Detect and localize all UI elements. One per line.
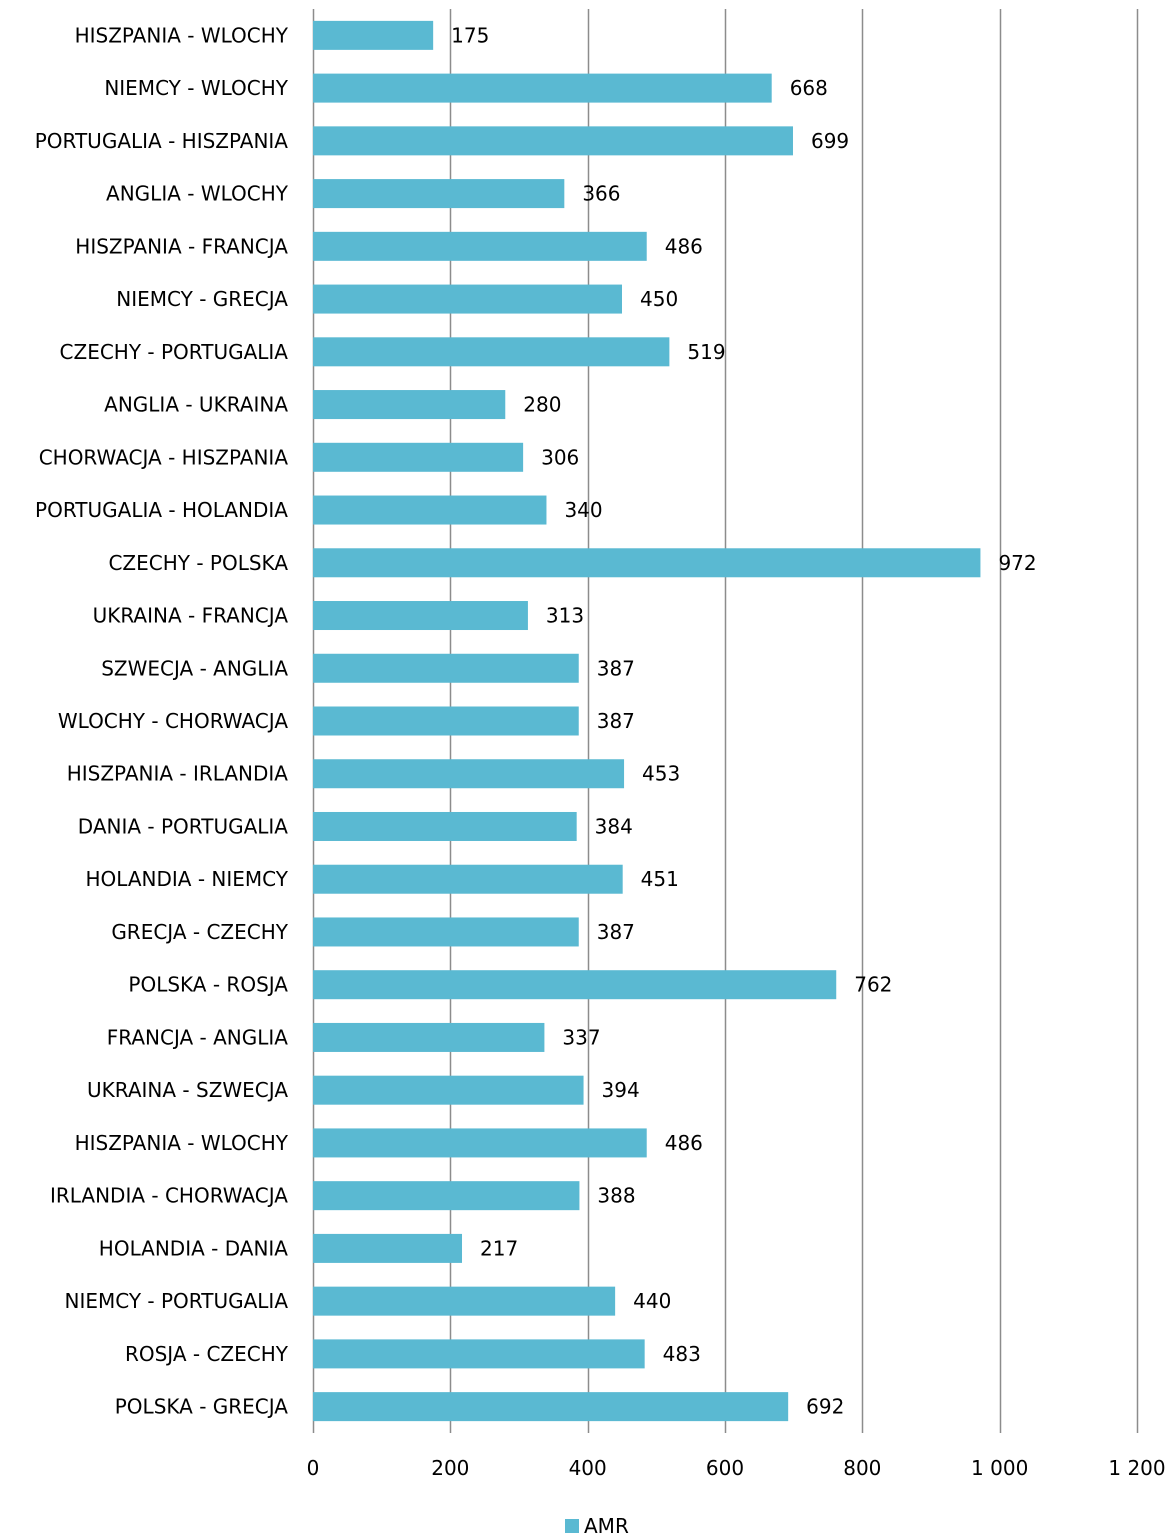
bar-21 <box>313 1075 584 1105</box>
value-label-15: 453 <box>642 762 680 786</box>
value-label-10: 340 <box>564 498 602 522</box>
category-label-2: NIEMCY - WLOCHY <box>104 76 288 100</box>
bar-3 <box>313 126 793 156</box>
category-label-15: HISZPANIA - IRLANDIA <box>67 762 289 786</box>
value-label-25: 440 <box>633 1289 671 1313</box>
bar-13 <box>313 653 579 683</box>
category-label-20: FRANCJA - ANGLIA <box>107 1025 289 1049</box>
bar-19 <box>313 970 837 1000</box>
value-label-2: 668 <box>790 76 828 100</box>
bar-8 <box>313 390 506 420</box>
value-label-5: 486 <box>665 234 703 258</box>
x-tick-label-1200: 1 200 <box>1108 1456 1165 1480</box>
bars <box>313 20 981 1422</box>
legend-swatch-amr <box>565 1519 579 1533</box>
value-label-19: 762 <box>854 973 892 997</box>
bar-25 <box>313 1286 616 1316</box>
category-label-6: NIEMCY - GRECJA <box>116 287 288 311</box>
bar-12 <box>313 601 528 631</box>
x-axis-tick-labels: 0 200 400 600 800 1 000 1 200 <box>307 1456 1166 1480</box>
value-label-7: 519 <box>687 340 725 364</box>
category-label-11: CZECHY - POLSKA <box>108 551 288 575</box>
category-label-16: DANIA - PORTUGALIA <box>78 814 289 838</box>
category-label-9: CHORWACJA - HISZPANIA <box>39 445 289 469</box>
bar-6 <box>313 284 622 314</box>
category-label-4: ANGLIA - WLOCHY <box>106 182 289 206</box>
value-label-9: 306 <box>541 445 579 469</box>
category-labels: HISZPANIA - WLOCHY NIEMCY - WLOCHY PORTUGA… <box>35 23 289 1418</box>
category-label-7: CZECHY - PORTUGALIA <box>60 340 289 364</box>
category-label-22: HISZPANIA - WLOCHY <box>75 1131 289 1155</box>
value-label-11: 972 <box>998 551 1036 575</box>
value-label-4: 366 <box>582 182 620 206</box>
bar-22 <box>313 1128 647 1158</box>
value-labels: 175 668 699 366 486 450 519 280 306 340 972 313 387 3… <box>451 23 1036 1418</box>
value-label-27: 692 <box>806 1395 844 1419</box>
bar-14 <box>313 706 579 736</box>
value-label-16: 384 <box>595 814 633 838</box>
category-label-14: WLOCHY - CHORWACJA <box>58 709 288 733</box>
value-label-17: 451 <box>641 867 679 891</box>
value-label-18: 387 <box>597 920 635 944</box>
category-label-12: UKRAINA - FRANCJA <box>93 604 289 628</box>
value-label-3: 699 <box>811 129 849 153</box>
x-tick-label-600: 600 <box>706 1456 744 1480</box>
bar-15 <box>313 759 625 789</box>
bar-24 <box>313 1233 463 1263</box>
bar-5 <box>313 231 647 261</box>
bar-7 <box>313 337 670 367</box>
x-tick-label-200: 200 <box>431 1456 469 1480</box>
category-label-13: SZWECJA - ANGLIA <box>101 656 288 680</box>
bar-23 <box>313 1181 580 1211</box>
category-label-25: NIEMCY - PORTUGALIA <box>64 1289 288 1313</box>
category-label-3: PORTUGALIA - HISZPANIA <box>35 129 289 153</box>
value-label-24: 217 <box>480 1236 518 1260</box>
bar-26 <box>313 1339 645 1369</box>
legend: AMR <box>565 1514 629 1538</box>
category-label-26: ROSJA - CZECHY <box>125 1342 289 1366</box>
value-label-13: 387 <box>597 656 635 680</box>
bar-27 <box>313 1392 789 1422</box>
category-label-5: HISZPANIA - FRANCJA <box>75 234 288 258</box>
bar-20 <box>313 1022 545 1052</box>
value-label-14: 387 <box>597 709 635 733</box>
value-label-26: 483 <box>663 1342 701 1366</box>
category-label-18: GRECJA - CZECHY <box>111 920 288 944</box>
category-label-1: HISZPANIA - WLOCHY <box>75 23 289 47</box>
x-tick-label-1000: 1 000 <box>971 1456 1028 1480</box>
bar-11 <box>313 548 981 578</box>
value-label-21: 394 <box>602 1078 640 1102</box>
category-label-21: UKRAINA - SZWECJA <box>87 1078 288 1102</box>
value-label-20: 337 <box>562 1025 600 1049</box>
value-label-23: 388 <box>597 1184 635 1208</box>
category-label-23: IRLANDIA - CHORWACJA <box>50 1184 288 1208</box>
category-label-8: ANGLIA - UKRAINA <box>104 393 288 417</box>
value-label-6: 450 <box>640 287 678 311</box>
value-label-22: 486 <box>665 1131 703 1155</box>
category-label-19: POLSKA - ROSJA <box>128 973 288 997</box>
bar-4 <box>313 179 565 209</box>
x-tick-label-800: 800 <box>843 1456 881 1480</box>
value-label-12: 313 <box>546 604 584 628</box>
bar-16 <box>313 811 577 841</box>
value-label-1: 175 <box>451 23 489 47</box>
x-tick-label-0: 0 <box>307 1456 320 1480</box>
bar-9 <box>313 442 524 472</box>
category-label-10: PORTUGALIA - HOLANDIA <box>35 498 288 522</box>
bar-2 <box>313 73 772 103</box>
value-label-8: 280 <box>523 393 561 417</box>
bar-18 <box>313 917 579 947</box>
bar-17 <box>313 864 623 894</box>
category-label-24: HOLANDIA - DANIA <box>99 1236 289 1260</box>
category-label-17: HOLANDIA - NIEMCY <box>85 867 288 891</box>
legend-label-amr: AMR <box>584 1514 629 1538</box>
category-label-27: POLSKA - GRECJA <box>115 1395 289 1419</box>
bar-10 <box>313 495 547 525</box>
bar-1 <box>313 20 434 50</box>
x-tick-label-400: 400 <box>569 1456 607 1480</box>
